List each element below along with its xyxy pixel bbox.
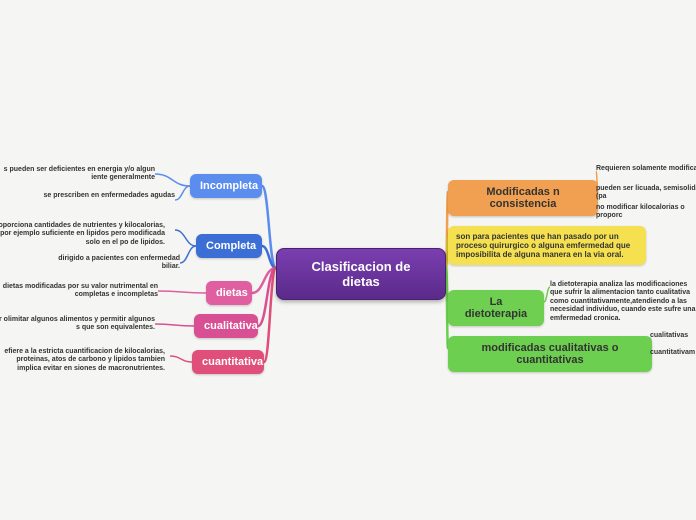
node-cuantitativa[interactable]: cuantitativa <box>192 350 264 374</box>
leaf-left-5: r olimitar algunos alimentos y permitir … <box>0 316 155 333</box>
leaf-right-0: Requieren solamente modificar <box>596 165 696 173</box>
leaf-right-5: cuantitativam <box>650 349 696 357</box>
node-incompleta[interactable]: Incompleta <box>190 174 262 198</box>
node-dietoterapia[interactable]: La dietoterapia <box>448 290 544 326</box>
node-dietas[interactable]: dietas <box>206 281 252 305</box>
node-modcual[interactable]: modificadas cualitativas o cuantitativas <box>448 336 652 372</box>
leaf-right-1: pueden ser licuada, semisolida (pa <box>596 185 696 202</box>
leaf-left-4: dietas modificadas por su valor nutrimen… <box>0 283 158 300</box>
leaf-left-6: efiere a la estricta cuantificacion de k… <box>0 348 165 373</box>
leaf-left-3: dirigido a pacientes con enfermedad bili… <box>50 255 180 272</box>
leaf-right-4: cualitativas <box>650 332 696 340</box>
leaf-right-2: no modificar kilocalorias o proporc <box>596 204 696 221</box>
leaf-left-2: roporciona cantidades de nutrientes y ki… <box>0 222 165 247</box>
node-yellow[interactable]: son para pacientes que han pasado por un… <box>448 226 646 265</box>
leaf-left-0: s pueden ser deficientes en energia y/o … <box>0 166 155 183</box>
node-cualitativa[interactable]: cualitativa <box>194 314 258 338</box>
leaf-right-3: la dietoterapia analiza las modificacion… <box>550 281 696 323</box>
node-modcons[interactable]: Modificadas n consistencia <box>448 180 598 216</box>
leaf-left-1: se prescriben en enfermedades agudas <box>40 192 175 200</box>
center-node[interactable]: Clasificacion de dietas <box>276 248 446 300</box>
node-completa[interactable]: Completa <box>196 234 262 258</box>
